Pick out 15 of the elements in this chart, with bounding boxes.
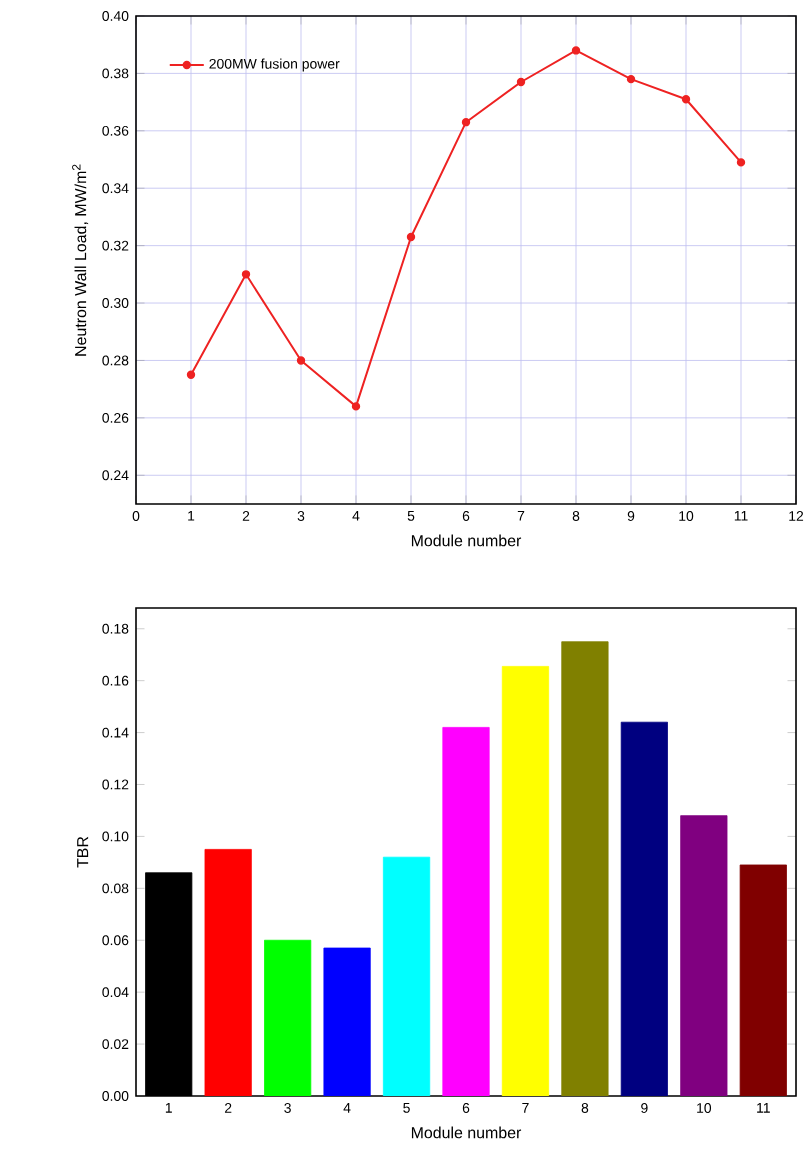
- point: [681, 95, 691, 104]
- bar: [561, 641, 609, 1096]
- point: [461, 118, 471, 127]
- bar: [442, 726, 490, 1096]
- point: [406, 232, 416, 242]
- point: [186, 370, 196, 379]
- point: [736, 158, 746, 167]
- point: [241, 270, 251, 279]
- point: [571, 46, 581, 55]
- point: [296, 356, 306, 365]
- point: [516, 77, 526, 87]
- bar: [680, 815, 728, 1096]
- point: [351, 402, 361, 411]
- point: [626, 74, 636, 84]
- bar: [204, 848, 252, 1096]
